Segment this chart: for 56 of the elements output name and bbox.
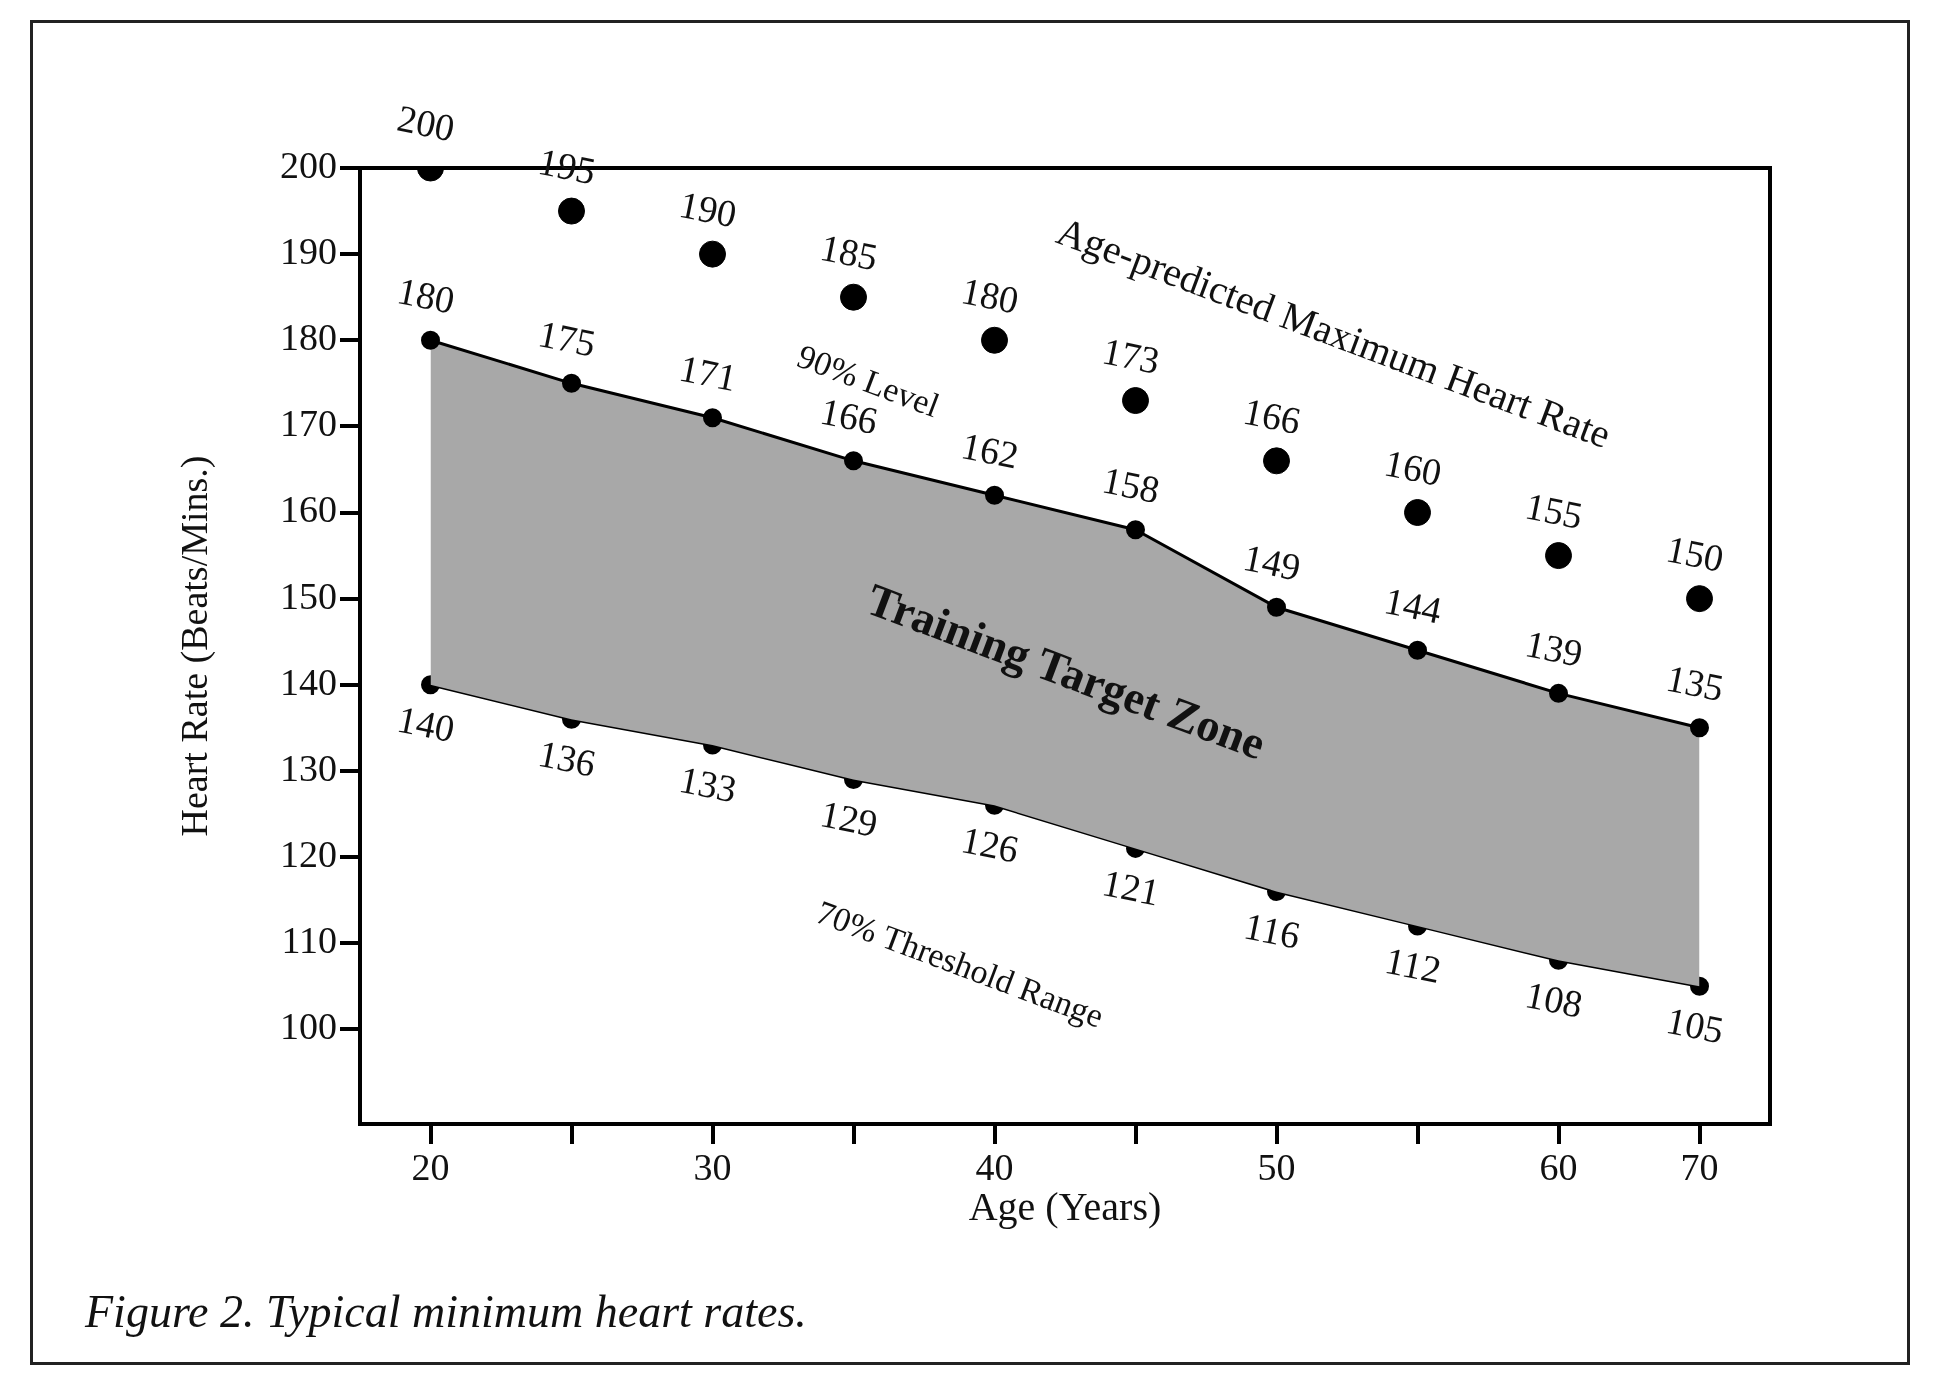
data-label: 160 (1381, 441, 1446, 494)
data-label: 129 (817, 792, 882, 845)
point (1122, 387, 1149, 415)
y-tick-label: 200 (280, 143, 337, 186)
data-label: 200 (394, 96, 459, 150)
data-label: 108 (1522, 973, 1587, 1026)
point (1545, 542, 1572, 570)
x-tick-label: 30 (693, 1145, 732, 1188)
point (558, 197, 585, 225)
y-tick-label: 170 (280, 402, 337, 445)
data-label: 105 (1663, 999, 1728, 1052)
x-tick-label: 60 (1539, 1145, 1578, 1188)
data-label: 190 (676, 182, 741, 236)
data-label: 136 (535, 732, 600, 785)
x-tick-label: 20 (411, 1145, 450, 1188)
y-tick-label: 130 (280, 746, 337, 789)
data-label: 155 (1522, 484, 1587, 537)
point (1404, 499, 1431, 527)
data-label: 180 (958, 269, 1023, 322)
y-tick-label: 150 (280, 574, 337, 617)
data-label: 126 (958, 818, 1023, 871)
data-label: 175 (535, 312, 600, 365)
data-label: 116 (1240, 904, 1304, 957)
y-axis-title: Heart Rate (Beats/Mins.) (172, 455, 216, 837)
data-label: 133 (676, 757, 741, 811)
data-label: 180 (394, 269, 459, 322)
y-tick-label: 180 (280, 316, 337, 359)
point (840, 283, 867, 311)
y-tick-label: 140 (280, 660, 337, 703)
point (981, 326, 1008, 354)
y-tick-label: 120 (280, 832, 337, 875)
data-label: 195 (535, 139, 600, 193)
point (1686, 585, 1713, 613)
y-tick-label: 160 (280, 488, 337, 531)
x-tick-label: 50 (1257, 1145, 1296, 1188)
data-label: 150 (1663, 527, 1728, 580)
point (699, 240, 726, 268)
data-label: 140 (394, 697, 459, 751)
data-label: 173 (1099, 329, 1164, 382)
data-label: 158 (1099, 458, 1164, 512)
data-label: 112 (1381, 938, 1445, 992)
data-label: 144 (1381, 579, 1446, 632)
data-label: 185 (817, 225, 882, 279)
data-label: 149 (1240, 536, 1305, 589)
data-label: 171 (676, 346, 741, 400)
caption: Figure 2. Typical minimum heart rates. (85, 1285, 807, 1338)
x-tick-label: 70 (1680, 1145, 1719, 1188)
data-label: 121 (1099, 861, 1164, 914)
point (1263, 447, 1290, 475)
y-tick-label: 100 (280, 1005, 337, 1048)
data-label: 135 (1663, 656, 1728, 710)
data-label: 139 (1522, 622, 1587, 675)
y-tick-label: 190 (280, 230, 337, 273)
y-tick-label: 110 (281, 919, 337, 962)
data-label: 166 (1240, 389, 1305, 443)
data-label: 162 (958, 424, 1023, 477)
